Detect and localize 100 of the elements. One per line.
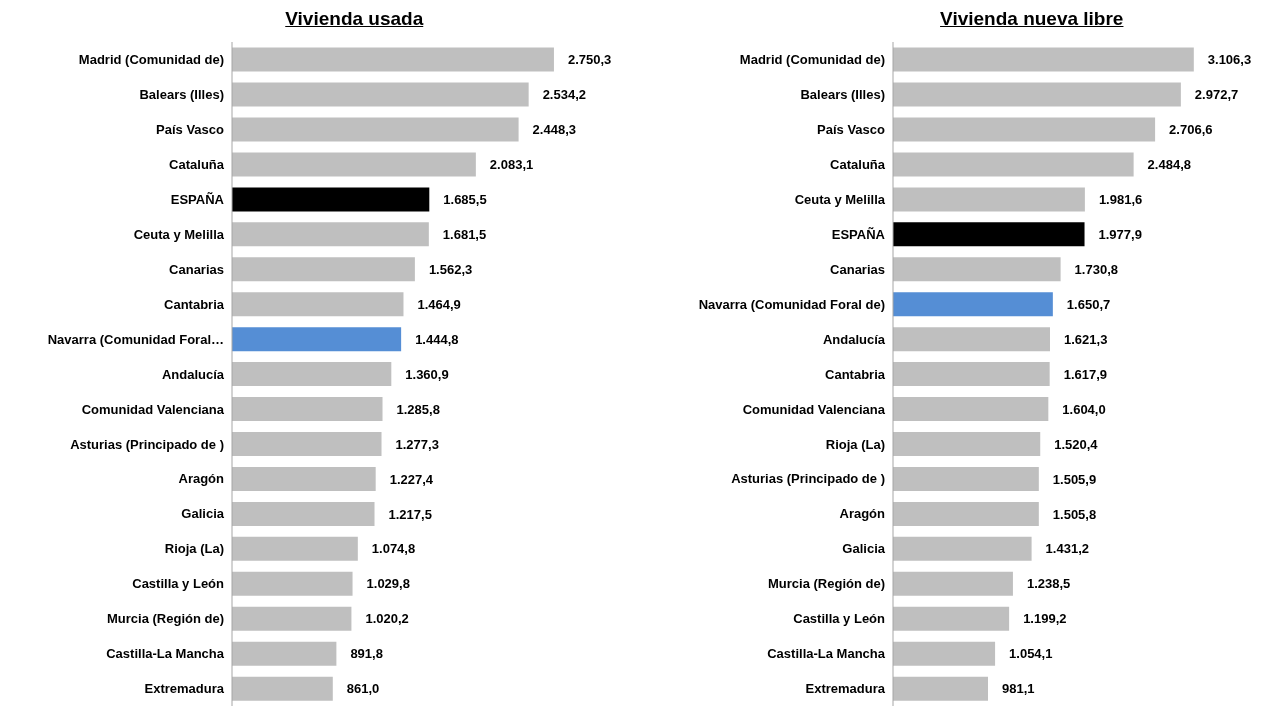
data-label: 1.730,8 bbox=[1074, 261, 1118, 277]
data-label: 1.074,8 bbox=[371, 541, 416, 557]
y-tick-label: País Vasco bbox=[816, 121, 885, 137]
y-tick-label: Canarias bbox=[829, 261, 885, 277]
y-tick-label: ESPAÑA bbox=[170, 191, 225, 207]
bar bbox=[232, 466, 376, 491]
bar bbox=[892, 397, 1048, 422]
y-tick-label: Ceuta y Melilla bbox=[794, 191, 886, 207]
data-label: 981,1 bbox=[1001, 681, 1035, 697]
y-tick-label: Cataluña bbox=[829, 156, 886, 172]
bar bbox=[232, 606, 352, 631]
y-tick-label: Madrid (Comunidad de) bbox=[78, 52, 224, 68]
bar bbox=[232, 82, 529, 107]
y-tick-label: Rioja (La) bbox=[825, 436, 885, 452]
y-tick-label: Castilla-La Mancha bbox=[106, 646, 225, 662]
data-label: 2.972,7 bbox=[1194, 87, 1238, 103]
y-tick-label: Asturias (Principado de ) bbox=[730, 471, 885, 487]
y-tick-label: ESPAÑA bbox=[831, 226, 886, 242]
chart-title: Vivienda nueva libre bbox=[939, 8, 1125, 31]
bar bbox=[892, 187, 1085, 212]
y-tick-label: Extremadura bbox=[144, 681, 225, 697]
y-tick-label: Ceuta y Melilla bbox=[133, 226, 225, 242]
data-label: 1.020,2 bbox=[365, 611, 409, 627]
data-label: 1.277,3 bbox=[395, 436, 439, 452]
y-tick-label: Comunidad Valenciana bbox=[742, 401, 886, 417]
bar bbox=[892, 536, 1032, 561]
data-label: 1.054,1 bbox=[1008, 646, 1052, 662]
bar bbox=[892, 432, 1040, 457]
y-tick-label: Madrid (Comunidad de) bbox=[739, 52, 885, 68]
data-label: 1.431,2 bbox=[1045, 541, 1089, 557]
y-tick-label: Balears (Illes) bbox=[139, 87, 224, 103]
data-label: 2.484,8 bbox=[1147, 157, 1191, 173]
data-label: 2.750,3 bbox=[567, 52, 612, 68]
data-label: 2.534,2 bbox=[542, 87, 587, 103]
data-label: 861,0 bbox=[346, 681, 380, 697]
bar bbox=[892, 362, 1050, 387]
data-label: 891,8 bbox=[350, 646, 383, 662]
data-label: 1.977,9 bbox=[1098, 226, 1142, 242]
y-tick-label: Comunidad Valenciana bbox=[81, 401, 225, 417]
data-label: 2.083,1 bbox=[489, 157, 534, 173]
bar bbox=[232, 536, 358, 561]
y-tick-label: Cataluña bbox=[169, 156, 225, 172]
data-label: 1.505,9 bbox=[1052, 471, 1096, 487]
data-label: 2.706,6 bbox=[1168, 122, 1212, 138]
y-tick-label: Murcia (Región de) bbox=[106, 611, 224, 627]
data-label: 1.681,5 bbox=[442, 226, 487, 242]
data-label: 1.621,3 bbox=[1063, 331, 1107, 347]
bar bbox=[232, 222, 429, 247]
y-tick-label: Canarias bbox=[169, 261, 224, 277]
bar bbox=[232, 571, 353, 596]
bar bbox=[892, 292, 1053, 317]
bar bbox=[232, 327, 402, 352]
y-tick-label: Navarra (Comunidad Foral de) bbox=[698, 296, 885, 312]
y-tick-label: Cantabria bbox=[164, 296, 225, 312]
data-label: 1.617,9 bbox=[1063, 366, 1107, 382]
bar bbox=[232, 152, 476, 177]
data-label: 1.520,4 bbox=[1053, 436, 1098, 452]
bar bbox=[232, 187, 430, 212]
data-label: 1.604,0 bbox=[1061, 401, 1106, 417]
bar bbox=[892, 117, 1155, 142]
data-label: 1.981,6 bbox=[1098, 192, 1142, 207]
y-tick-label: País Vasco bbox=[156, 121, 225, 137]
y-tick-label: Murcia (Región de) bbox=[767, 576, 885, 592]
bar bbox=[232, 501, 375, 526]
y-tick-label: Aragón bbox=[178, 471, 225, 487]
bar bbox=[232, 292, 404, 317]
data-label: 1.650,7 bbox=[1066, 296, 1110, 312]
y-tick-label: Castilla y León bbox=[132, 576, 225, 592]
data-label: 1.199,2 bbox=[1022, 611, 1066, 627]
bar bbox=[892, 47, 1194, 72]
y-tick-label: Aragón bbox=[839, 506, 885, 522]
bar bbox=[892, 327, 1050, 352]
bar bbox=[892, 571, 1013, 596]
bar bbox=[892, 466, 1039, 491]
bar bbox=[232, 47, 554, 72]
data-label: 3.106,3 bbox=[1207, 52, 1251, 68]
y-tick-label: Andalucía bbox=[161, 366, 225, 382]
y-tick-label: Cantabria bbox=[824, 366, 886, 382]
data-label: 1.505,8 bbox=[1052, 506, 1096, 522]
y-tick-label: Asturias (Principado de ) bbox=[70, 436, 224, 452]
data-label: 1.464,9 bbox=[417, 296, 461, 312]
y-tick-label: Castilla-La Mancha bbox=[766, 646, 886, 662]
bar bbox=[232, 641, 337, 666]
y-tick-label: Navarra (Comunidad Foral… bbox=[47, 331, 224, 347]
data-label: 1.562,3 bbox=[428, 261, 473, 277]
bar bbox=[892, 641, 995, 666]
y-tick-label: Castilla y León bbox=[792, 611, 885, 627]
bar bbox=[892, 257, 1061, 282]
y-tick-label: Galicia bbox=[841, 541, 886, 557]
data-label: 1.238,5 bbox=[1026, 576, 1070, 592]
bar bbox=[892, 152, 1134, 177]
chart-title: Vivienda usada bbox=[284, 8, 425, 31]
bar bbox=[892, 606, 1009, 631]
data-label: 2.448,3 bbox=[532, 122, 576, 138]
bar bbox=[232, 117, 519, 142]
data-label: 1.685,5 bbox=[443, 192, 487, 207]
data-label: 1.227,4 bbox=[389, 471, 434, 487]
data-label: 1.444,8 bbox=[415, 331, 459, 347]
data-label: 1.029,8 bbox=[366, 576, 410, 592]
y-tick-label: Balears (Illes) bbox=[799, 87, 885, 103]
